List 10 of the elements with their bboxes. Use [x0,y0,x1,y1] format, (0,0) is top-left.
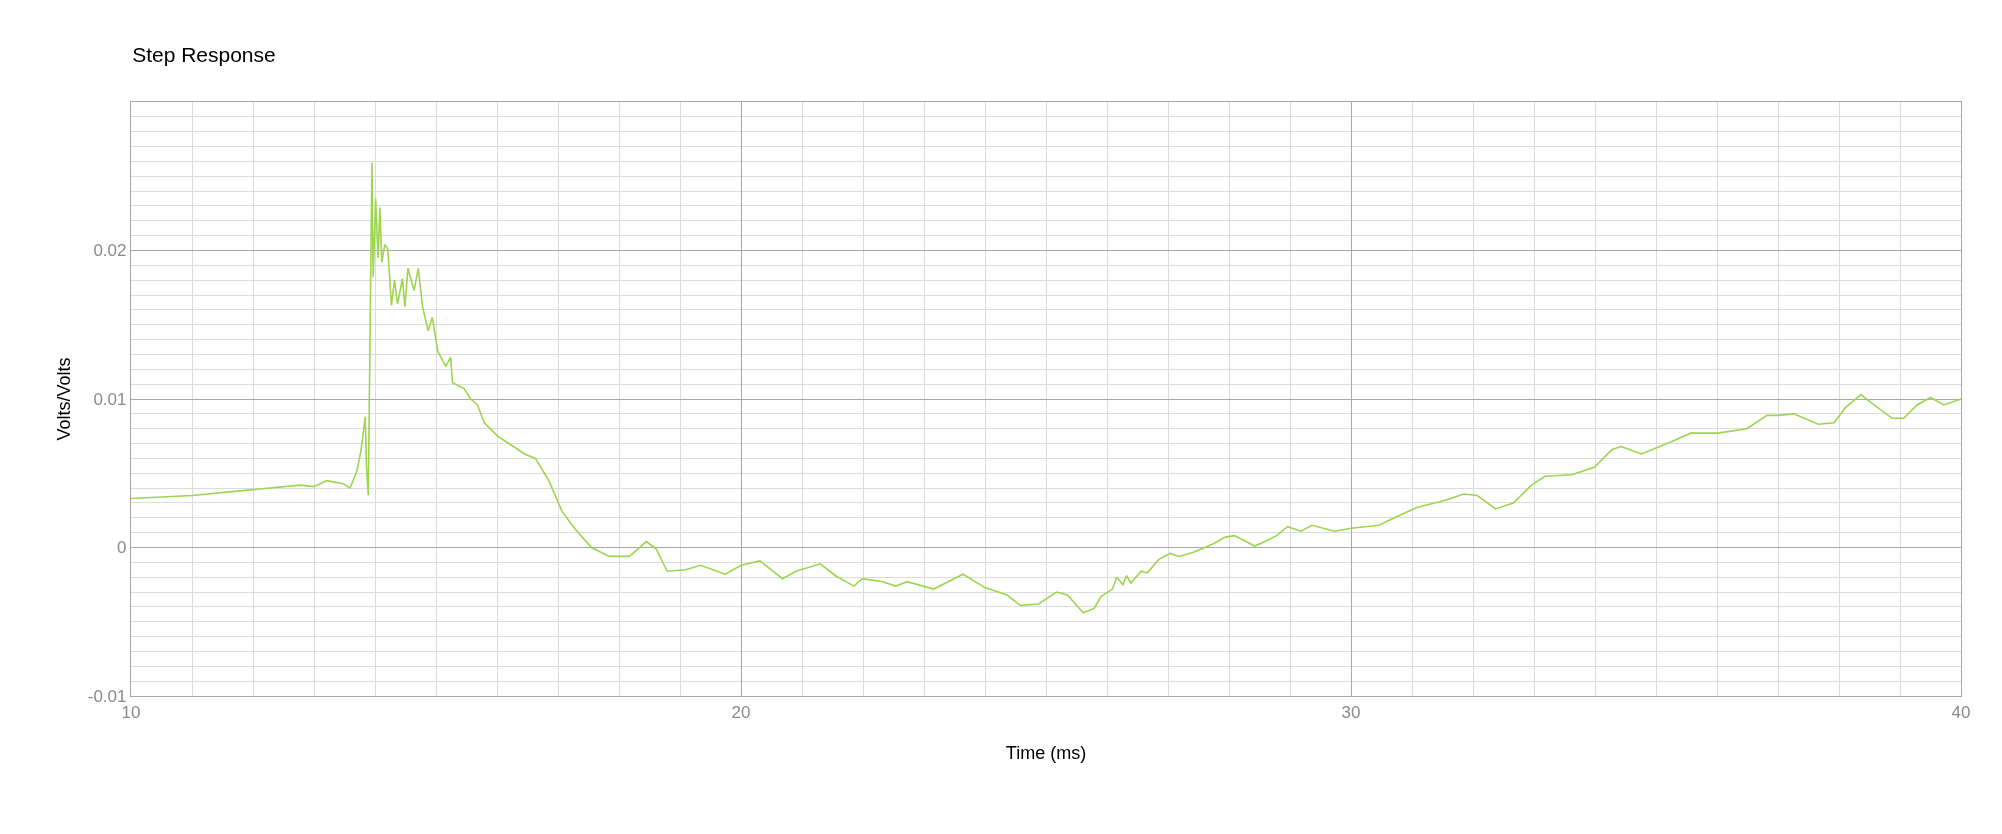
chart-title: Step Response [132,42,276,66]
x-axis-title: Time (ms) [1005,742,1087,763]
y-tick-label: 0.02 [93,241,127,261]
x-tick-label: 20 [731,702,751,722]
y-tick-label: 0.01 [93,389,127,409]
y-axis-title: Volts/Volts [53,357,74,441]
x-tick-label: 30 [1341,702,1361,722]
y-tick-label: 0 [117,538,127,558]
x-tick-label: 40 [1951,702,1971,722]
line-series [131,162,1961,614]
